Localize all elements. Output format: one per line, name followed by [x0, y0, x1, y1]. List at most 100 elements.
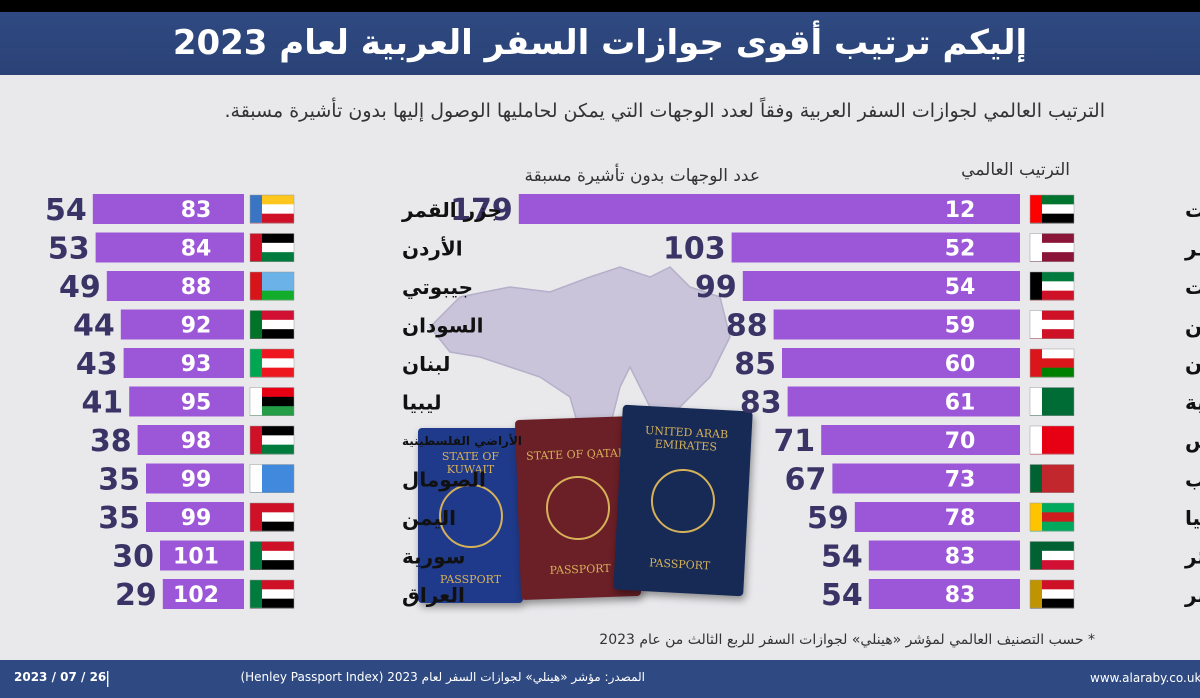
rank-column-header: الترتيب العالمي [961, 160, 1070, 180]
bar [773, 309, 1020, 340]
bar [821, 425, 1020, 455]
value-label: 59 [807, 501, 849, 536]
rank-label: 54 [945, 275, 976, 300]
flag-icon [1029, 271, 1075, 301]
flag-icon [249, 579, 295, 609]
value-label: 30 [112, 540, 154, 575]
category-label: العراق [402, 583, 465, 607]
category-label: ليبيا [402, 391, 442, 415]
category-label: عُمان [1185, 352, 1200, 376]
value-label: 83 [740, 386, 782, 421]
passport-ranking-chart: 12 179 الإمارات 52 103 قطر 54 99 الكويت 59 88 البحر… [45, 193, 1200, 613]
rank-label: 59 [945, 314, 976, 339]
value-label: 29 [115, 578, 157, 613]
destinations-column-header: عدد الوجهات بدون تأشيرة مسبقة [524, 166, 760, 186]
category-label: الصومال [402, 468, 486, 492]
bar [120, 309, 244, 340]
category-label: الكويت [1185, 275, 1200, 299]
flag-icon [1029, 194, 1075, 224]
category-label: السعودية [1185, 391, 1200, 415]
rank-label: 78 [945, 506, 976, 531]
category-label: الأردن [402, 236, 463, 261]
value-label: 67 [785, 463, 827, 498]
category-label: الأراضي الفلسطينية [402, 433, 522, 448]
category-label: اليمن [402, 506, 456, 530]
flag-icon [1029, 541, 1075, 570]
rank-label: 99 [181, 468, 212, 493]
flag-icon [249, 194, 295, 224]
bar [868, 579, 1020, 609]
bar [106, 271, 244, 301]
value-label: 54 [45, 193, 87, 228]
page-title: إليكم ترتيب أقوى جوازات السفر العربية لع… [172, 23, 1028, 63]
value-label: 99 [695, 270, 737, 305]
flag-icon [249, 387, 295, 416]
flag-icon [1029, 464, 1075, 493]
bar [518, 194, 1020, 224]
rank-label: 83 [945, 545, 976, 570]
value-label: 179 [450, 193, 513, 228]
arab-world-map [428, 266, 731, 433]
value-label: 38 [90, 424, 132, 459]
bar [731, 232, 1020, 263]
subtitle: الترتيب العالمي لجوازات السفر العربية وف… [224, 100, 1105, 122]
value-label: 71 [773, 424, 815, 459]
flag-icon [1029, 502, 1075, 532]
category-label: مصر [1184, 583, 1200, 607]
bar [92, 194, 244, 224]
bar [146, 502, 244, 532]
rank-label: 88 [181, 275, 212, 300]
category-label: سورية [402, 545, 465, 569]
rank-label: 93 [181, 352, 212, 377]
flag-icon [249, 464, 295, 493]
flag-icon [249, 348, 295, 378]
value-label: 49 [59, 270, 101, 305]
flag-icon [249, 233, 295, 262]
category-label: جيبوتي [402, 275, 473, 300]
rank-label: 99 [181, 506, 212, 531]
bar [782, 348, 1020, 378]
kuwait-emblem-icon [438, 483, 503, 548]
category-label: قطر [1184, 237, 1200, 261]
category-label: الجزائر [1184, 545, 1200, 569]
flag-icon [249, 425, 295, 455]
flag-icon [1029, 233, 1075, 262]
rank-label: 101 [173, 545, 219, 570]
rank-label: 102 [173, 583, 219, 608]
flag-icon [1029, 310, 1075, 339]
footer-bar: www.alaraby.co.uk المصدر: مؤشر «هينلي» ل… [0, 660, 1200, 698]
value-label: 88 [726, 309, 768, 344]
value-label: 85 [734, 347, 776, 382]
category-label: البحرين [1185, 314, 1200, 338]
rank-label: 12 [945, 198, 976, 223]
flag-icon [1029, 387, 1075, 416]
value-label: 44 [73, 309, 115, 344]
footer-source: المصدر: مؤشر «هينلي» لجوازات السفر لعام … [240, 670, 645, 684]
bar [742, 271, 1020, 301]
category-label: المغرب [1185, 468, 1200, 492]
bar [129, 386, 244, 417]
title-banner: إليكم ترتيب أقوى جوازات السفر العربية لع… [0, 12, 1200, 75]
footer-url[interactable]: www.alaraby.co.uk [1090, 671, 1200, 685]
flag-icon [1029, 425, 1075, 455]
rank-label: 83 [181, 198, 212, 223]
value-label: 54 [821, 578, 863, 613]
footnote: * حسب التصنيف العالمي لمؤشر «هينلي» لجوا… [599, 632, 1095, 648]
value-label: 54 [821, 540, 863, 575]
category-label: لبنان [402, 352, 450, 376]
rank-label: 60 [945, 352, 976, 377]
rank-label: 98 [181, 429, 212, 454]
flag-icon [249, 502, 295, 532]
rank-label: 83 [945, 583, 976, 608]
bar [868, 540, 1020, 571]
flag-icon [1029, 348, 1075, 378]
category-label: موريتانيا [1185, 506, 1200, 530]
footer-date: 2023 / 07 / 26 [14, 670, 107, 684]
flag-icon [1029, 579, 1075, 609]
bar [123, 348, 244, 378]
value-label: 103 [663, 232, 726, 267]
flag-icon [249, 541, 295, 570]
rank-label: 70 [945, 429, 976, 454]
rank-label: 52 [945, 237, 976, 262]
rank-label: 61 [945, 391, 976, 416]
